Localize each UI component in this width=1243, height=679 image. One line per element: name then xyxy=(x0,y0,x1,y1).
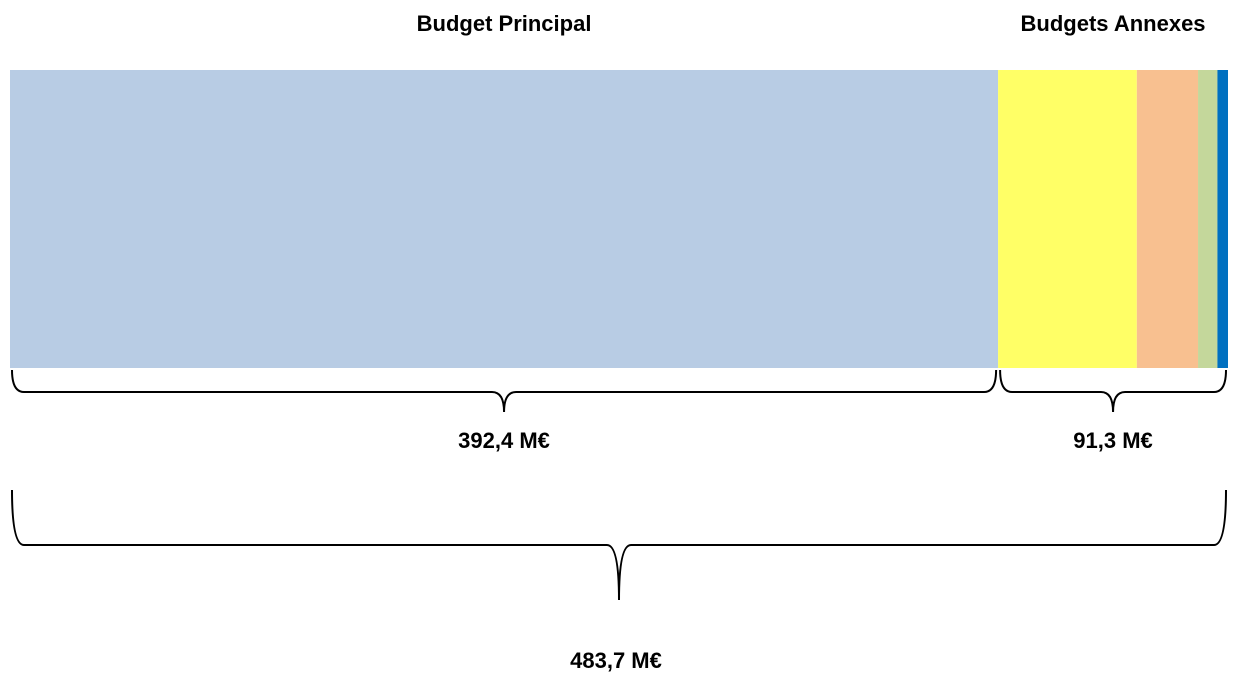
segment xyxy=(1217,70,1228,368)
total-value-label: 483,7 M€ xyxy=(570,648,662,673)
group-value-label: 392,4 M€ xyxy=(458,428,550,453)
total-brace xyxy=(11,489,1227,601)
segment xyxy=(998,70,1137,368)
group-title: Budget Principal xyxy=(417,11,592,36)
group-value-label: 91,3 M€ xyxy=(1073,428,1153,453)
group-brace xyxy=(11,369,998,413)
segment xyxy=(1136,70,1199,368)
group-brace xyxy=(999,369,1227,413)
group-title: Budgets Annexes xyxy=(1021,11,1206,36)
segment xyxy=(10,70,999,368)
segment xyxy=(1198,70,1218,368)
